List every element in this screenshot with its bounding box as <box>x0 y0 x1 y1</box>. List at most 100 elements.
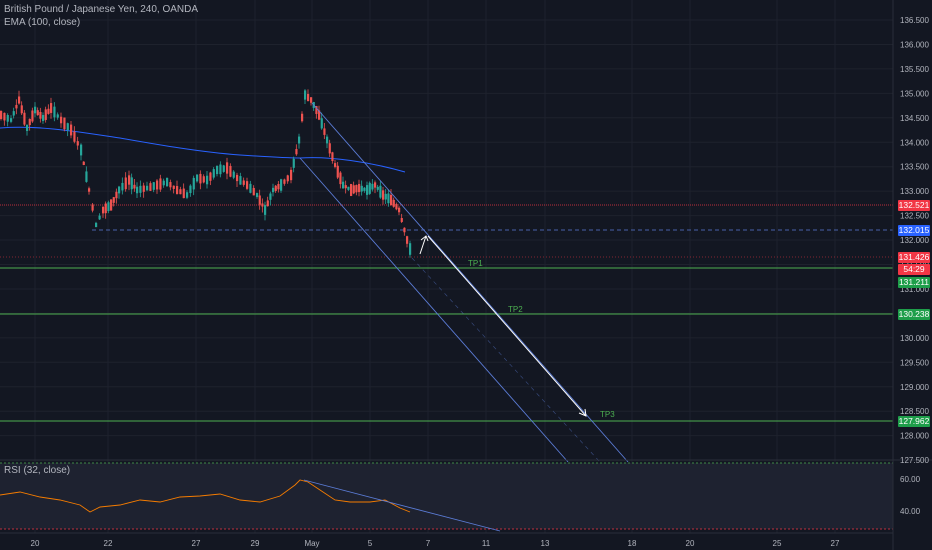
rsi-trendline[interactable] <box>303 479 501 532</box>
candle-body <box>392 199 395 207</box>
candle-body <box>277 184 280 190</box>
candle-body <box>336 165 339 178</box>
candle-body <box>379 185 382 198</box>
candle-body <box>261 203 264 207</box>
candle-body <box>76 141 79 146</box>
channel-lower-line[interactable] <box>299 157 569 463</box>
candle-body <box>334 163 337 167</box>
candle-body <box>23 112 26 125</box>
candle-body <box>363 187 366 191</box>
price-tick: 128.500 <box>900 407 929 416</box>
ema-line[interactable] <box>0 126 406 173</box>
candle-body <box>242 180 245 185</box>
tp3-label: TP3 <box>600 410 615 419</box>
candle-body <box>310 97 313 103</box>
candle-body <box>142 185 145 192</box>
candle-body <box>222 165 225 172</box>
candle-body <box>121 182 124 191</box>
countdown-tag: 54:29 <box>898 264 930 275</box>
candle-body <box>176 186 179 194</box>
rsi-legend[interactable]: RSI (32, close) <box>4 465 71 476</box>
candle-body <box>70 124 73 136</box>
candle-body <box>229 165 232 177</box>
drop-arrow <box>427 235 587 417</box>
candle-body <box>36 110 39 116</box>
candle-body <box>366 185 369 195</box>
candle-body <box>249 183 252 193</box>
price-tick: 132.000 <box>900 236 929 245</box>
channel-upper-line[interactable] <box>311 102 629 463</box>
ema-legend[interactable]: EMA (100, close) <box>4 17 81 28</box>
candle-body <box>159 178 162 190</box>
candle-body <box>107 202 110 212</box>
candle-body <box>376 186 379 190</box>
candle-body <box>307 93 310 102</box>
candle-body <box>128 175 131 185</box>
candle-body <box>44 109 47 120</box>
candle-body <box>232 171 235 178</box>
candle-body <box>286 175 289 182</box>
candle-body <box>290 169 293 181</box>
time-tick: 27 <box>831 539 840 548</box>
candle-body <box>124 177 127 190</box>
time-tick: 11 <box>482 539 491 548</box>
candle-body <box>339 172 342 185</box>
candle-body <box>88 188 91 192</box>
price-axis[interactable]: 136.500 136.000 135.500 135.000 134.500 134.0… <box>900 16 929 465</box>
candle-body <box>326 136 329 144</box>
candle-body <box>179 189 182 195</box>
candle-body <box>272 187 275 193</box>
candle-body <box>206 175 209 185</box>
candle-body <box>209 172 212 181</box>
candle-body <box>10 118 13 122</box>
candle-body <box>320 118 323 129</box>
price-tick: 127.500 <box>900 456 929 465</box>
candle-body <box>328 143 331 154</box>
candle-body <box>98 215 101 220</box>
candle-body <box>20 105 23 114</box>
candle-body <box>199 173 202 184</box>
bounce-arrow <box>419 235 427 255</box>
candle-body <box>409 243 412 255</box>
candle-body <box>56 114 59 118</box>
candles <box>0 89 412 258</box>
candle-body <box>318 110 321 120</box>
candle-body <box>395 204 398 210</box>
candle-body <box>60 116 63 124</box>
candle-body <box>26 125 29 131</box>
price-tick: 134.000 <box>900 138 929 147</box>
candle-body <box>115 191 118 199</box>
candle-body <box>280 179 283 191</box>
candle-body <box>15 104 18 109</box>
time-tick: 22 <box>104 539 113 548</box>
time-tick: 18 <box>628 539 637 548</box>
candle-body <box>283 179 286 184</box>
candle-body <box>246 181 249 189</box>
candle-body <box>186 192 189 198</box>
time-axis[interactable]: 20 22 27 29 May 5 7 11 13 18 20 25 27 <box>31 539 840 548</box>
candle-body <box>136 186 139 194</box>
candle-body <box>47 108 50 114</box>
candle-body <box>149 183 152 191</box>
candle-body <box>269 193 272 200</box>
time-tick: May <box>304 539 319 548</box>
candle-body <box>355 185 358 193</box>
candle-body <box>323 128 326 135</box>
candle-body <box>266 200 269 207</box>
channel-mid-line <box>411 257 601 463</box>
rsi-tick-60: 60.00 <box>900 475 921 484</box>
rsi-line[interactable] <box>0 479 411 513</box>
price-tick: 132.500 <box>900 212 929 221</box>
candle-body <box>192 177 195 190</box>
candle-body <box>104 203 107 214</box>
symbol-legend[interactable]: British Pound / Japanese Yen, 240, OANDA <box>4 4 199 15</box>
candle-body <box>398 207 401 213</box>
candle-body <box>352 185 355 194</box>
candle-body <box>34 106 37 114</box>
candle-body <box>82 161 85 166</box>
candle-body <box>292 158 295 168</box>
candle-body <box>371 183 374 190</box>
candle-body <box>368 182 371 194</box>
candle-body <box>406 236 409 244</box>
